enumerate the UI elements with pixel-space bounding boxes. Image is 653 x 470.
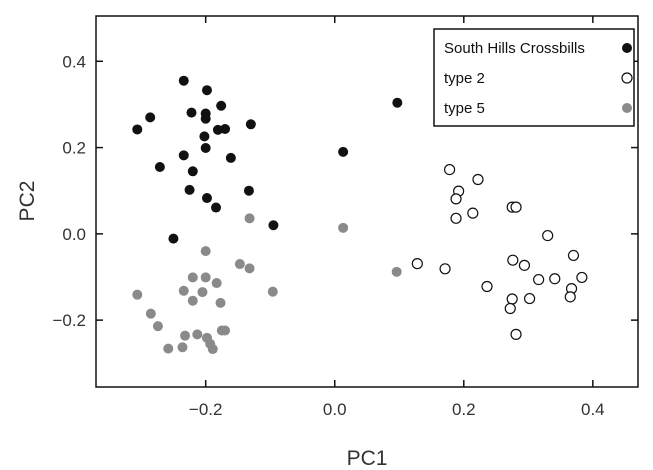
point-type-5 — [207, 344, 218, 355]
point-type-2 — [507, 254, 519, 266]
point-south-hills-crossbills — [187, 166, 198, 177]
point-type-2 — [411, 258, 423, 270]
point-type-5 — [267, 286, 278, 297]
point-type-2 — [481, 280, 493, 293]
point-south-hills-crossbills — [178, 150, 189, 161]
point-type-2 — [472, 173, 484, 186]
point-type-5 — [220, 325, 231, 336]
data-points — [132, 75, 588, 355]
point-type-5 — [145, 308, 156, 319]
x-axis-label: PC1 — [347, 447, 388, 470]
point-south-hills-crossbills — [268, 220, 279, 231]
y-tick-label: 0.2 — [62, 139, 86, 158]
plot-frame — [95, 15, 639, 388]
point-type-2 — [549, 273, 561, 285]
point-south-hills-crossbills — [145, 112, 156, 123]
point-south-hills-crossbills — [199, 131, 210, 142]
point-type-2 — [504, 302, 516, 315]
legend-marker-type-5 — [622, 103, 632, 113]
point-type-5 — [215, 297, 226, 308]
x-tick-label: 0.0 — [323, 400, 347, 419]
legend-marker-type-2 — [621, 72, 633, 84]
point-type-2 — [443, 163, 456, 176]
point-south-hills-crossbills — [338, 146, 349, 157]
point-south-hills-crossbills — [225, 152, 236, 163]
point-type-5 — [211, 278, 222, 289]
point-type-5 — [163, 343, 174, 354]
point-type-5 — [200, 246, 211, 257]
legend-label-south-hills: South Hills Crossbills — [444, 40, 585, 57]
point-type-2 — [518, 259, 531, 271]
legend-marker-south-hills — [622, 43, 632, 53]
point-type-5 — [391, 266, 402, 277]
point-south-hills-crossbills — [168, 233, 179, 244]
y-axis-label: PC2 — [16, 181, 39, 222]
y-tick-labels: −0.2 0.0 0.2 0.4 — [52, 52, 86, 330]
point-type-2 — [510, 328, 522, 340]
legend-label-type-2: type 2 — [444, 70, 485, 87]
point-type-5 — [132, 289, 143, 300]
point-type-2 — [542, 229, 554, 242]
point-type-5 — [234, 259, 245, 270]
point-south-hills-crossbills — [200, 143, 211, 154]
point-south-hills-crossbills — [392, 97, 403, 108]
point-type-5 — [152, 321, 163, 332]
point-south-hills-crossbills — [211, 202, 222, 213]
x-tick-labels: −0.2 0.0 0.2 0.4 — [189, 400, 605, 419]
y-tick-label: −0.2 — [52, 311, 86, 330]
point-type-5 — [244, 263, 255, 274]
point-type-5 — [192, 329, 203, 340]
point-type-5 — [197, 287, 208, 298]
point-south-hills-crossbills — [243, 185, 254, 196]
point-type-5 — [244, 213, 255, 224]
point-south-hills-crossbills — [216, 100, 227, 111]
point-type-2 — [506, 293, 518, 305]
point-south-hills-crossbills — [200, 113, 211, 124]
point-south-hills-crossbills — [154, 161, 165, 172]
x-tick-label: 0.4 — [581, 400, 605, 419]
point-south-hills-crossbills — [212, 124, 223, 135]
point-type-2 — [510, 201, 522, 213]
legend-label-type-5: type 5 — [444, 100, 485, 117]
point-type-2 — [523, 292, 536, 305]
point-south-hills-crossbills — [201, 193, 212, 204]
point-south-hills-crossbills — [132, 124, 143, 135]
point-type-5 — [180, 330, 191, 341]
point-type-5 — [178, 285, 189, 296]
point-type-2 — [450, 212, 462, 224]
point-type-2 — [564, 291, 576, 303]
y-tick-label: 0.4 — [62, 52, 86, 71]
point-type-2 — [567, 249, 580, 262]
point-type-5 — [200, 272, 211, 283]
axis-ticks — [96, 16, 638, 387]
point-type-2 — [533, 273, 545, 286]
point-type-5 — [187, 295, 198, 306]
y-tick-label: 0.0 — [62, 225, 86, 244]
point-south-hills-crossbills — [186, 107, 197, 118]
point-type-2 — [467, 207, 479, 219]
point-south-hills-crossbills — [178, 75, 189, 86]
point-type-5 — [338, 222, 349, 233]
legend: South Hills Crossbills type 2 type 5 — [433, 28, 635, 127]
point-south-hills-crossbills — [184, 184, 195, 195]
point-south-hills-crossbills — [245, 119, 256, 130]
x-tick-label: −0.2 — [189, 400, 223, 419]
legend-box — [433, 28, 635, 127]
point-type-5 — [187, 272, 198, 283]
x-tick-label: 0.2 — [452, 400, 476, 419]
point-south-hills-crossbills — [201, 85, 212, 96]
point-type-5 — [177, 342, 188, 353]
point-type-2 — [439, 263, 451, 275]
point-type-2 — [450, 193, 462, 205]
point-type-2 — [576, 271, 588, 284]
